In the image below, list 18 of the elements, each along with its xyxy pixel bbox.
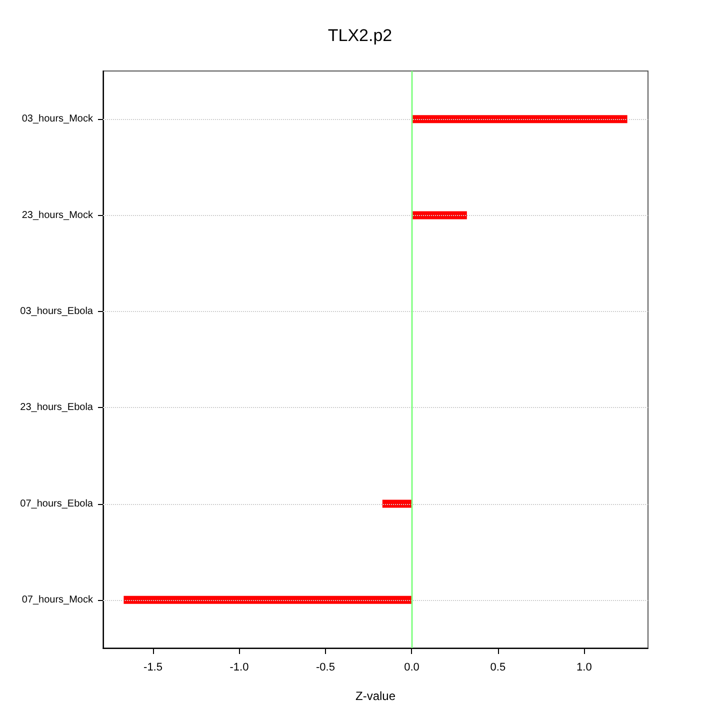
bar: [412, 115, 628, 124]
x-tick-label: 1.0: [576, 662, 592, 674]
x-tick-label: -1.0: [230, 662, 249, 674]
y-tick-label: 07_hours_Ebola: [20, 498, 94, 510]
y-tick-label: 03_hours_Ebola: [20, 306, 94, 317]
bar: [124, 596, 412, 604]
y-tick-label: 23_hours_Mock: [22, 210, 94, 221]
bar: [382, 500, 412, 508]
bar: [412, 211, 467, 220]
x-tick-label: -0.5: [316, 662, 335, 674]
x-tick-label: 0.5: [490, 662, 506, 674]
x-tick-label: -1.5: [144, 662, 162, 674]
y-tick-label: 23_hours_Ebola: [20, 402, 94, 414]
chart-title: TLX2.p2: [328, 26, 392, 45]
x-axis-title: Z-value: [355, 689, 396, 703]
x-tick-label: 0.0: [404, 662, 420, 674]
y-tick-label: 07_hours_Mock: [22, 594, 94, 606]
y-tick-label: 03_hours_Mock: [22, 114, 94, 125]
